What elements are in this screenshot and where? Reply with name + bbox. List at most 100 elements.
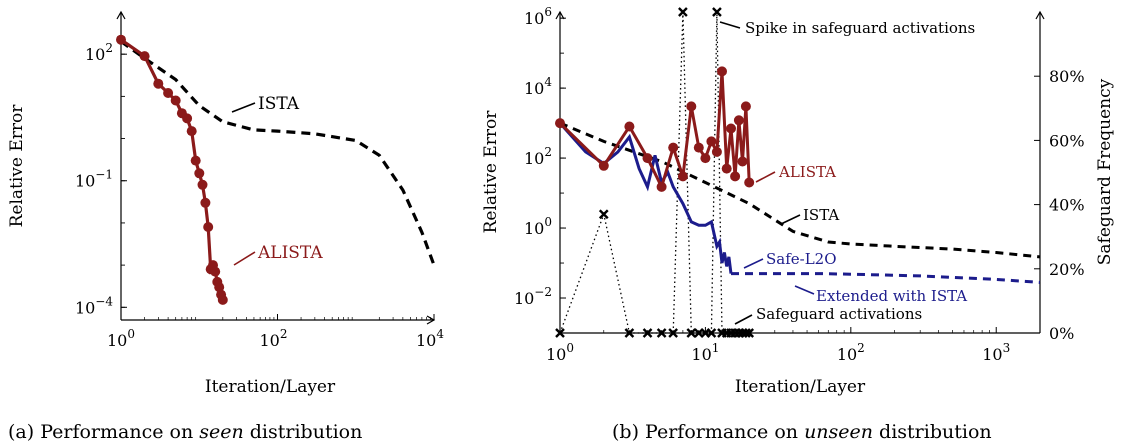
caption-b: (b) Performance on unseen distribution — [612, 421, 992, 443]
series-alista-point — [182, 113, 193, 124]
caption-a: (a) Performance on seen distribution — [8, 421, 362, 443]
series-alista-point — [677, 171, 688, 182]
annotation-safe-l2o: Safe-L2O — [766, 250, 837, 268]
series-safeguard-point-stroke — [712, 7, 722, 17]
series-safeguard-point-stroke — [656, 328, 667, 338]
x-tick-label: 104 — [416, 327, 444, 350]
annotation-spike: Spike in safeguard activations — [745, 19, 975, 37]
y2-tick-label: 40% — [1049, 196, 1085, 215]
series-alista-point — [642, 153, 653, 164]
series-safeguard-point — [668, 328, 678, 338]
series-safeguard-point — [686, 328, 697, 338]
series-alista-point — [721, 163, 732, 174]
series-safeguard-point-stroke — [744, 328, 755, 338]
y-tick-label: 10−1 — [75, 168, 113, 191]
annotation-safe-l2o-leader — [743, 258, 764, 269]
y-axis-label: Relative Error — [7, 104, 27, 228]
series-alista-point — [194, 168, 205, 179]
series-alista-point — [693, 142, 704, 153]
series-alista-point — [656, 181, 667, 192]
series-alista-point — [217, 294, 228, 305]
series-safeguard-point — [712, 7, 722, 17]
series-safeguard-point — [624, 328, 635, 338]
series-alista-point — [733, 115, 744, 126]
series-alista-point — [200, 197, 211, 208]
y-axis-arrow — [555, 10, 565, 20]
series-safeguard-point-stroke — [642, 328, 653, 338]
annotation-alista-leader — [755, 171, 776, 183]
y2-tick-label: 60% — [1049, 131, 1085, 150]
series-alista-point — [139, 51, 150, 62]
series-safeguard-point-stroke — [686, 328, 697, 338]
annotation-extended-ista: Extended with ISTA — [816, 287, 967, 305]
annotation-alista-leader — [233, 251, 256, 266]
annotation-spike-leader — [719, 21, 741, 29]
y2-tick-label: 20% — [1049, 260, 1085, 279]
annotation-ista-leader — [780, 214, 801, 225]
y-tick-label: 10−4 — [75, 294, 113, 317]
series-alista-point — [186, 126, 197, 137]
series-alista-point — [598, 160, 609, 171]
series-safeguard-point — [642, 328, 653, 338]
x-axis-label: Iteration/Layer — [735, 377, 866, 397]
series-alista-point — [740, 101, 751, 112]
y-tick-label: 102 — [524, 145, 552, 168]
x-tick-label: 102 — [260, 327, 288, 350]
x-tick-label: 100 — [107, 327, 135, 350]
series-safeguard-point-stroke — [598, 209, 609, 220]
series-safeguard-point — [706, 328, 717, 338]
series-safeguard-point-stroke — [678, 7, 688, 17]
series-alista-point — [686, 101, 697, 112]
series-safeguard-point-stroke — [555, 328, 565, 338]
series-safeguard-point-stroke — [706, 328, 717, 338]
series-alista-line — [558, 71, 751, 192]
annotation-ista-leader — [231, 102, 256, 113]
annotation-extended-leader — [794, 285, 815, 295]
series-alista-point — [717, 66, 727, 77]
series-alista-point — [197, 179, 208, 190]
series-safeguard-point — [598, 209, 609, 220]
y-tick-label: 10−2 — [514, 285, 552, 308]
series-safeguard-point — [678, 7, 688, 17]
y2-tick-label: 0% — [1049, 324, 1074, 343]
panel-a-chart: 100 102 104 10−4 10−1 102 Iteration/Layer Relat… — [7, 10, 444, 397]
series-safeguard-point-stroke — [624, 328, 635, 338]
series-safeguard-point — [555, 328, 565, 338]
y-axis-arrow — [116, 10, 126, 20]
series-alista-point — [555, 118, 565, 129]
y2-axis-label: Safeguard Frequency — [1095, 78, 1115, 265]
series-alista-point — [203, 222, 214, 232]
y-tick-label: 100 — [524, 215, 552, 238]
series-alista-point — [190, 155, 201, 166]
series-safe-l2o-line — [558, 122, 733, 274]
series-alista-point — [116, 34, 126, 45]
series-alista-point — [170, 95, 181, 106]
series-alista-point — [153, 78, 164, 89]
series-ista-line — [120, 40, 436, 266]
series-alista-point — [711, 146, 722, 157]
annotation-ista: ISTA — [258, 94, 300, 114]
x-tick-label: 103 — [982, 341, 1010, 364]
annotation-alista: ALISTA — [257, 243, 323, 263]
series-alista-point — [730, 171, 741, 182]
series-alista-point — [210, 266, 221, 277]
series-alista-point — [163, 88, 174, 98]
series-alista-point — [737, 156, 748, 167]
series-alista-point — [624, 121, 635, 132]
annotation-ista: ISTA — [803, 206, 839, 224]
y2-tick-label: 80% — [1049, 67, 1085, 86]
series-alista-point — [700, 153, 711, 164]
series-safeguard-point — [741, 328, 751, 338]
y-tick-label: 106 — [524, 5, 552, 28]
y-tick-label: 104 — [524, 75, 552, 98]
annotation-safeguard: Safeguard activations — [756, 305, 922, 323]
x-tick-label: 102 — [837, 341, 865, 364]
y-tick-label: 102 — [85, 41, 113, 64]
series-alista-point — [744, 177, 755, 188]
annotation-alista: ALISTA — [778, 163, 836, 181]
x-tick-label: 100 — [546, 341, 574, 364]
annotation-safeguard-leader — [734, 314, 753, 325]
series-alista-point — [668, 142, 679, 153]
series-safeguard-point — [656, 328, 667, 338]
x-axis-label: Iteration/Layer — [205, 377, 336, 397]
